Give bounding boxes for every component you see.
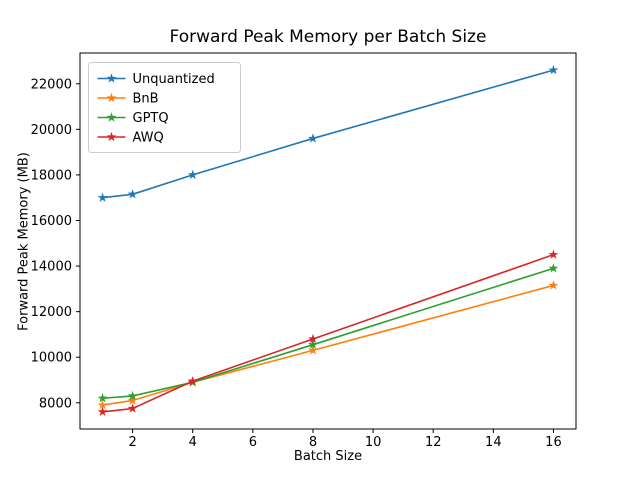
- y-tick-label: 8000: [39, 396, 72, 411]
- series-unquantized: [97, 64, 559, 202]
- y-axis-label: Forward Peak Memory (MB): [16, 152, 32, 331]
- x-tick-label: 2: [128, 435, 136, 450]
- y-axis-ticks: 8000 10000 12000 14000 16000 18000 20000 22000: [31, 77, 80, 411]
- legend-star-marker: [106, 73, 117, 83]
- star-marker: [127, 395, 138, 405]
- legend-star-marker: [106, 92, 117, 103]
- x-tick-label: 10: [365, 435, 382, 450]
- y-tick-label: 10000: [31, 351, 72, 366]
- y-tick-label: 12000: [31, 305, 72, 320]
- legend-star-marker: [106, 112, 117, 122]
- star-marker: [97, 406, 108, 417]
- star-marker: [127, 403, 138, 413]
- star-marker: [308, 133, 318, 143]
- star-marker: [127, 390, 138, 401]
- y-tick-label: 22000: [31, 77, 72, 92]
- y-tick-label: 20000: [31, 123, 72, 138]
- legend-label: Unquantized: [133, 72, 215, 87]
- y-tick-label: 16000: [31, 214, 72, 229]
- legend-box: [88, 62, 241, 153]
- star-marker: [187, 169, 198, 180]
- x-tick-label: 16: [545, 435, 562, 450]
- x-axis-label: Batch Size: [293, 449, 363, 464]
- x-tick-label: 12: [425, 435, 442, 450]
- star-marker: [308, 333, 318, 344]
- x-tick-label: 4: [189, 435, 197, 450]
- legend-label: GPTQ: [133, 111, 169, 126]
- chart-title: Forward Peak Memory per Batch Size: [169, 27, 487, 47]
- x-axis-ticks: 2 4 6 8 10 12 14 16: [128, 429, 562, 450]
- star-marker: [308, 345, 318, 355]
- star-marker: [97, 393, 108, 403]
- legend: Unquantized BnB GPTQ AWQ: [88, 62, 241, 153]
- star-marker: [548, 64, 559, 75]
- y-tick-label: 18000: [31, 168, 72, 183]
- x-tick-label: 6: [249, 435, 257, 450]
- series-awq: [97, 249, 559, 417]
- star-marker: [97, 192, 108, 202]
- legend-label: AWQ: [133, 131, 164, 146]
- star-marker: [187, 375, 198, 386]
- legend-star-marker: [106, 131, 117, 142]
- y-tick-label: 14000: [31, 260, 72, 275]
- star-marker: [127, 189, 138, 199]
- legend-label: BnB: [133, 92, 159, 107]
- star-marker: [548, 249, 559, 259]
- x-tick-label: 8: [309, 435, 317, 450]
- star-marker: [97, 399, 108, 410]
- star-marker: [548, 263, 559, 273]
- star-marker: [308, 339, 318, 349]
- x-tick-label: 14: [485, 435, 502, 450]
- star-marker: [548, 280, 559, 290]
